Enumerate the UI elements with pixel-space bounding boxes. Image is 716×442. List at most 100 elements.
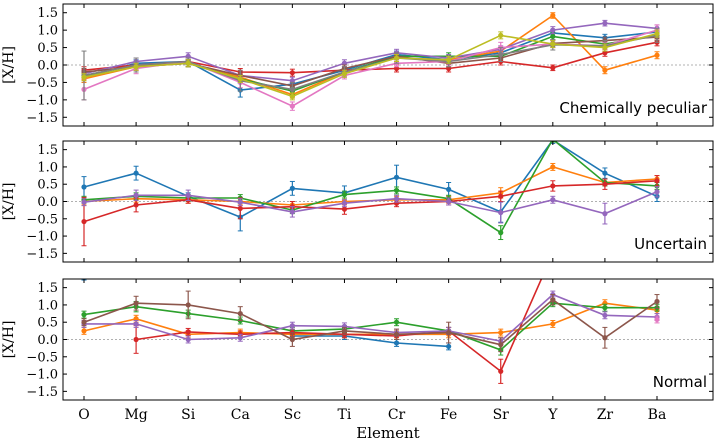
y-tick-label: −0.5 (26, 350, 58, 365)
data-point (289, 70, 295, 76)
data-point (602, 312, 608, 318)
x-tick-label: Ti (338, 407, 352, 423)
panel-label: Normal (653, 373, 707, 391)
data-point (446, 57, 452, 63)
series-red (133, 250, 555, 384)
y-tick-label: −1.5 (26, 247, 58, 262)
data-point (341, 206, 348, 212)
data-point (133, 336, 139, 343)
data-point (550, 321, 556, 327)
plot-area (81, 12, 660, 111)
data-point (602, 181, 608, 187)
x-tick-label: Mg (124, 407, 147, 423)
x-axis-label: Element (356, 424, 419, 442)
data-point (133, 202, 139, 208)
data-point (393, 174, 400, 180)
data-point (602, 211, 608, 217)
x-tick-label: Sc (284, 407, 302, 423)
data-point (133, 170, 139, 176)
series-purple (81, 19, 660, 85)
data-point (81, 199, 87, 205)
y-tick-label: 0.0 (37, 333, 58, 348)
data-point (289, 103, 295, 109)
data-point (133, 321, 139, 327)
y-tick-label: −1.5 (26, 385, 58, 400)
plot-area (81, 250, 660, 384)
y-tick-label: −1.5 (26, 111, 58, 126)
x-tick-label: Sr (493, 407, 510, 423)
data-point (237, 205, 243, 212)
data-point (654, 316, 660, 323)
series-line (83, 191, 658, 215)
data-point (341, 71, 348, 77)
series-green (81, 299, 660, 356)
data-point (498, 51, 504, 58)
data-point (393, 331, 400, 337)
data-point (393, 340, 400, 346)
series-line (83, 302, 658, 336)
x-tick-label: O (78, 407, 89, 423)
series-line (83, 31, 658, 91)
series-line (83, 180, 658, 223)
y-tick-label: 0.0 (37, 195, 58, 210)
data-point (237, 310, 243, 317)
data-point (81, 312, 87, 318)
x-tick-label: Fe (440, 407, 457, 423)
data-point (81, 328, 87, 334)
data-point (237, 76, 243, 82)
data-point (341, 191, 348, 198)
series-line (83, 141, 658, 234)
data-point (654, 178, 660, 184)
data-point (602, 44, 608, 51)
data-point (341, 328, 348, 334)
data-point (550, 297, 556, 303)
y-tick-label: −1.0 (26, 230, 58, 245)
y-tick-label: 1.0 (37, 24, 58, 39)
series-purple (81, 290, 660, 346)
data-point (550, 164, 556, 170)
series-line (83, 302, 657, 351)
data-point (602, 67, 608, 73)
data-point (498, 209, 504, 216)
data-point (498, 32, 504, 38)
data-point (446, 343, 452, 350)
data-point (133, 300, 139, 306)
data-point (393, 55, 400, 61)
data-point (81, 218, 87, 225)
series-olive (81, 29, 660, 101)
data-point (654, 31, 660, 37)
data-point (289, 323, 295, 329)
y-tick-label: −1.0 (26, 368, 58, 383)
data-point (602, 170, 608, 176)
x-tick-label: Zr (597, 407, 614, 423)
data-point (498, 193, 504, 199)
data-point (289, 185, 295, 191)
data-point (550, 250, 555, 255)
series-line (83, 298, 658, 346)
y-tick-label: 1.0 (37, 160, 58, 175)
x-tick-label: Ba (648, 407, 667, 423)
series-red (81, 175, 660, 247)
panel-2: −1.5 −1.0 −0.5 0.0 0.5 1.0 1.5 [X/H] Uncertain (1, 140, 714, 263)
data-point (654, 189, 660, 195)
series-orange (81, 12, 660, 99)
y-tick-label: 1.0 (37, 298, 58, 313)
x-tick-label: Si (181, 407, 196, 423)
data-point (550, 33, 556, 40)
data-point (81, 74, 87, 80)
data-point (81, 184, 87, 190)
data-point (498, 230, 504, 236)
data-point (602, 335, 608, 341)
series-line (83, 29, 658, 108)
x-tick-label: Ca (231, 407, 250, 423)
series-brown (81, 290, 660, 353)
data-point (446, 186, 452, 192)
y-axis-label: [X/H] (1, 321, 17, 359)
y-tick-label: 1.5 (37, 281, 58, 296)
data-point (550, 41, 556, 47)
data-point (393, 187, 400, 194)
data-point (237, 335, 243, 341)
data-point (393, 196, 400, 202)
data-point (289, 93, 295, 99)
data-point (498, 342, 504, 348)
